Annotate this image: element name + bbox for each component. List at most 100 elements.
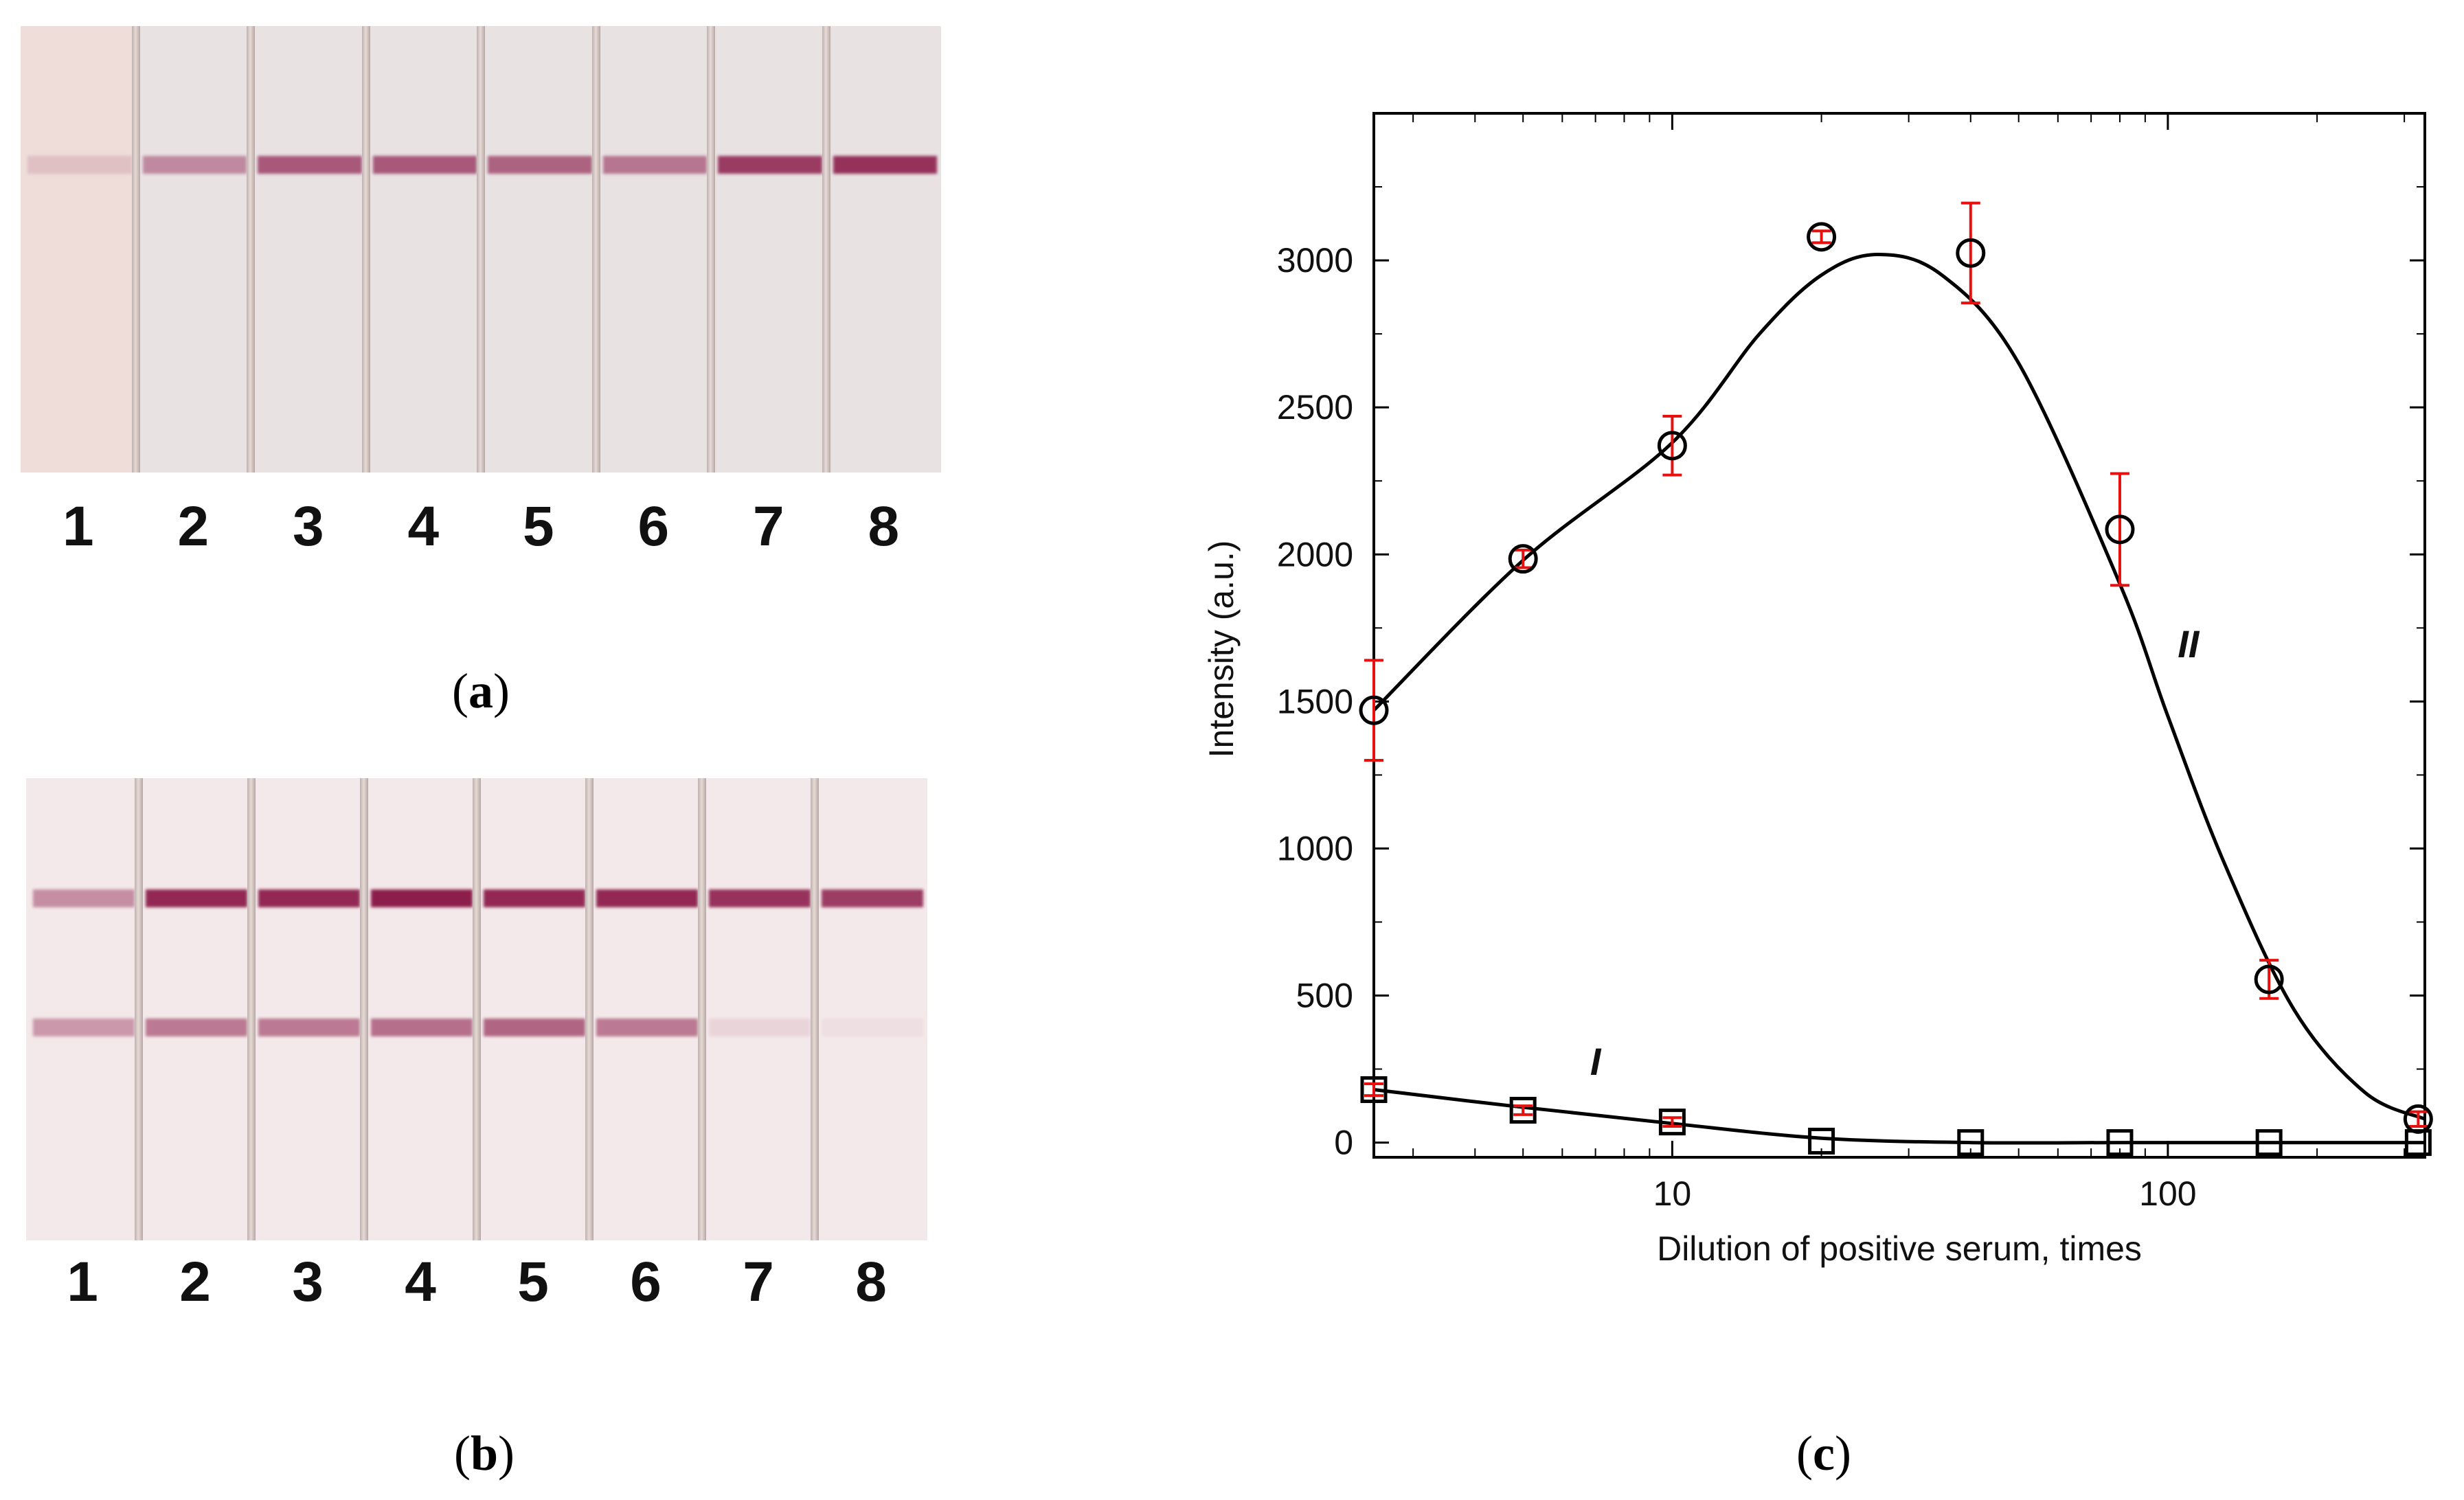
test-line-band-lane-6	[596, 1019, 698, 1037]
strip-divider	[477, 26, 485, 473]
strip-lane-5	[477, 778, 589, 1240]
lane-number: 2	[177, 495, 210, 558]
panel-a-strip-photo	[21, 26, 941, 473]
panel-a-lane-labels: 1 2 3 4 5 6 7 8	[21, 495, 941, 570]
strip-lane-2	[135, 26, 251, 473]
control-line-band-lane-1	[33, 889, 135, 907]
data-point-series-I	[1658, 1109, 1686, 1136]
data-point-series-II	[2105, 514, 2135, 545]
strip-lane-4	[365, 26, 481, 473]
lane-number: 7	[743, 1251, 774, 1313]
data-point-series-II	[1359, 695, 1389, 725]
x-tick-label: 10	[1653, 1174, 1692, 1213]
control-line-band-lane-8	[822, 889, 923, 907]
lane-number: 2	[179, 1251, 211, 1313]
y-tick-label: 2500	[1277, 388, 1353, 427]
strip-divider	[473, 778, 481, 1240]
strip-lane-6	[596, 26, 711, 473]
y-tick-label: 1500	[1277, 682, 1353, 720]
lane-number: 7	[752, 495, 784, 558]
strip-divider	[822, 26, 830, 473]
test-line-band-lane-1	[27, 155, 132, 174]
strip-divider	[707, 26, 715, 473]
lane-number: 4	[405, 1251, 436, 1313]
test-line-band-lane-8	[822, 1019, 923, 1037]
strip-divider	[131, 26, 140, 473]
data-point-series-I	[1957, 1129, 1985, 1157]
plot-frame	[1372, 112, 2426, 1159]
control-line-band-lane-2	[146, 889, 247, 907]
test-line-band-lane-4	[371, 1019, 473, 1037]
control-line-band-lane-7	[709, 889, 811, 907]
lane-number: 8	[855, 1251, 887, 1313]
lane-number: 4	[407, 495, 440, 558]
panel-c-caption-letter: c	[1813, 1426, 1835, 1481]
lane-number: 5	[522, 495, 554, 558]
test-line-band-lane-2	[146, 1019, 247, 1037]
lane-number: 8	[868, 495, 900, 558]
panel-b-strip-photo	[26, 778, 927, 1240]
strip-divider	[585, 778, 594, 1240]
strip-divider	[811, 778, 819, 1240]
lane-number: 5	[517, 1251, 549, 1313]
data-point-series-II	[1956, 238, 1986, 268]
lane-number: 3	[292, 1251, 324, 1313]
control-line-band-lane-3	[258, 889, 360, 907]
control-line-band-lane-5	[484, 889, 585, 907]
curve-label-I: I	[1590, 1040, 1602, 1083]
lane-number: 3	[292, 495, 324, 558]
data-point-series-II	[1807, 222, 1837, 252]
data-point-series-I	[1808, 1127, 1835, 1155]
strip-lane-3	[251, 26, 366, 473]
strip-divider	[135, 778, 143, 1240]
panel-b-caption: (b)	[453, 1426, 515, 1481]
control-line-band-lane-6	[596, 889, 698, 907]
strip-lane-3	[251, 778, 364, 1240]
strip-lane-2	[139, 778, 251, 1240]
y-tick-label: 0	[1334, 1124, 1353, 1162]
data-point-series-I	[2106, 1129, 2134, 1157]
strip-divider	[247, 26, 255, 473]
strip-lane-8	[815, 778, 927, 1240]
panel-b-lane-labels: 1 2 3 4 5 6 7 8	[26, 1250, 927, 1326]
data-point-series-II	[2254, 964, 2284, 995]
strip-divider	[698, 778, 706, 1240]
curve-label-II: II	[2178, 622, 2200, 666]
lane-number: 1	[62, 495, 94, 558]
strip-lane-1	[26, 778, 139, 1240]
x-axis-title: Dilution of positive serum, times	[1657, 1229, 2142, 1268]
y-tick-label: 500	[1296, 977, 1353, 1015]
strip-lane-7	[711, 26, 826, 473]
strip-divider	[591, 26, 600, 473]
y-axis-title: Intensity (a.u.)	[1202, 541, 1241, 758]
lane-number: 6	[630, 1251, 662, 1313]
test-line-band-lane-7	[718, 155, 822, 174]
strip-lane-5	[481, 26, 596, 473]
y-tick-label: 2000	[1277, 535, 1353, 573]
strip-lane-8	[826, 26, 941, 473]
lane-number: 1	[67, 1251, 98, 1313]
strip-divider	[361, 26, 370, 473]
panel-c-caption: (c)	[1796, 1426, 1851, 1481]
strip-lane-6	[589, 778, 702, 1240]
test-line-band-lane-5	[488, 155, 592, 174]
data-point-series-I	[1360, 1076, 1388, 1104]
panel-c-chart: 0 500 1000 1500 2000 2500 3000 10 100 Dilution of…	[1202, 112, 2433, 1268]
strip-lane-1	[21, 26, 136, 473]
test-line-band-lane-7	[709, 1019, 811, 1037]
strip-lane-4	[364, 778, 477, 1240]
test-line-band-lane-5	[484, 1019, 585, 1037]
control-line-band-lane-4	[371, 889, 473, 907]
strip-divider	[360, 778, 368, 1240]
test-line-band-lane-6	[602, 155, 707, 174]
data-point-series-II	[1508, 544, 1538, 574]
y-tick-label: 1000	[1277, 829, 1353, 867]
data-point-series-II	[1657, 431, 1687, 461]
fit-curve-series-II	[1372, 252, 2426, 1121]
strip-lane-7	[702, 778, 815, 1240]
test-line-band-lane-8	[833, 155, 937, 174]
test-line-band-lane-2	[142, 155, 247, 174]
test-line-band-lane-3	[258, 155, 362, 174]
data-point-series-I	[2255, 1129, 2283, 1157]
